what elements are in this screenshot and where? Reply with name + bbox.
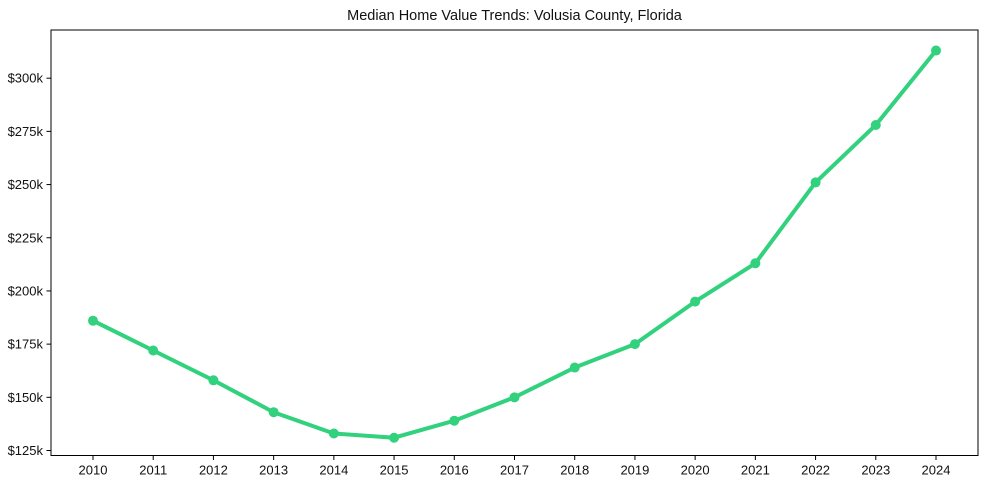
- y-tick-label: $125k: [8, 443, 44, 458]
- y-tick-label: $175k: [8, 337, 44, 352]
- x-tick-label: 2021: [741, 463, 770, 478]
- data-point-marker: [328, 428, 339, 439]
- data-point-marker: [509, 392, 520, 403]
- data-point-marker: [148, 345, 159, 356]
- data-point-marker: [389, 432, 400, 443]
- data-point-marker: [931, 45, 941, 56]
- y-tick-label: $250k: [8, 177, 44, 192]
- data-point-marker: [629, 339, 640, 350]
- y-tick-label: $150k: [8, 390, 44, 405]
- x-tick-label: 2020: [681, 463, 710, 478]
- data-point-marker: [268, 407, 279, 418]
- x-tick-label: 2015: [380, 463, 409, 478]
- chart-title: Median Home Value Trends: Volusia County…: [347, 8, 682, 24]
- plot-frame: [50, 29, 979, 456]
- x-tick-label: 2018: [560, 463, 589, 478]
- data-point-marker: [750, 258, 761, 269]
- data-point-marker: [208, 375, 219, 386]
- x-tick-label: 2019: [620, 463, 649, 478]
- y-tick-label: $225k: [8, 230, 44, 245]
- y-tick-label: $275k: [8, 124, 44, 139]
- x-tick-label: 2011: [139, 463, 167, 478]
- x-tick-label: 2016: [440, 463, 469, 478]
- x-tick-label: 2023: [861, 463, 890, 478]
- x-tick-label: 2012: [199, 463, 228, 478]
- y-tick-label: $200k: [8, 283, 44, 298]
- x-tick-label: 2010: [79, 463, 108, 478]
- data-point-marker: [449, 415, 460, 426]
- y-tick-label: $300k: [8, 71, 44, 86]
- data-point-marker: [88, 315, 98, 326]
- data-point-marker: [870, 119, 881, 130]
- x-tick-label: 2014: [319, 463, 348, 478]
- data-point-marker: [690, 296, 701, 307]
- x-tick-label: 2013: [259, 463, 288, 478]
- x-tick-label: 2022: [801, 463, 830, 478]
- line-series: [91, 48, 938, 440]
- data-point-marker: [569, 362, 580, 373]
- x-tick-label: 2024: [922, 463, 951, 478]
- x-tick-label: 2017: [500, 463, 529, 478]
- data-point-marker: [810, 177, 821, 188]
